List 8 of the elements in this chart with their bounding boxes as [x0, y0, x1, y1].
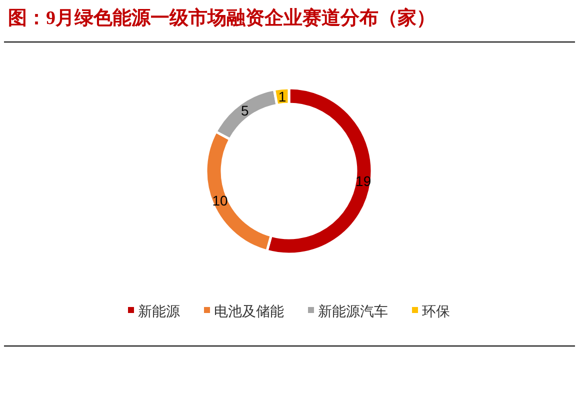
legend-label: 电池及储能: [214, 304, 284, 320]
legend-label: 环保: [422, 304, 450, 320]
data-label: 10: [212, 192, 228, 208]
chart-title: 图：9月绿色能源一级市场融资企业赛道分布（家）: [8, 7, 436, 29]
legend-label: 新能源汽车: [318, 304, 388, 320]
data-label: 5: [241, 102, 250, 118]
legend-label: 新能源: [138, 304, 180, 320]
data-label: 1: [278, 88, 286, 104]
